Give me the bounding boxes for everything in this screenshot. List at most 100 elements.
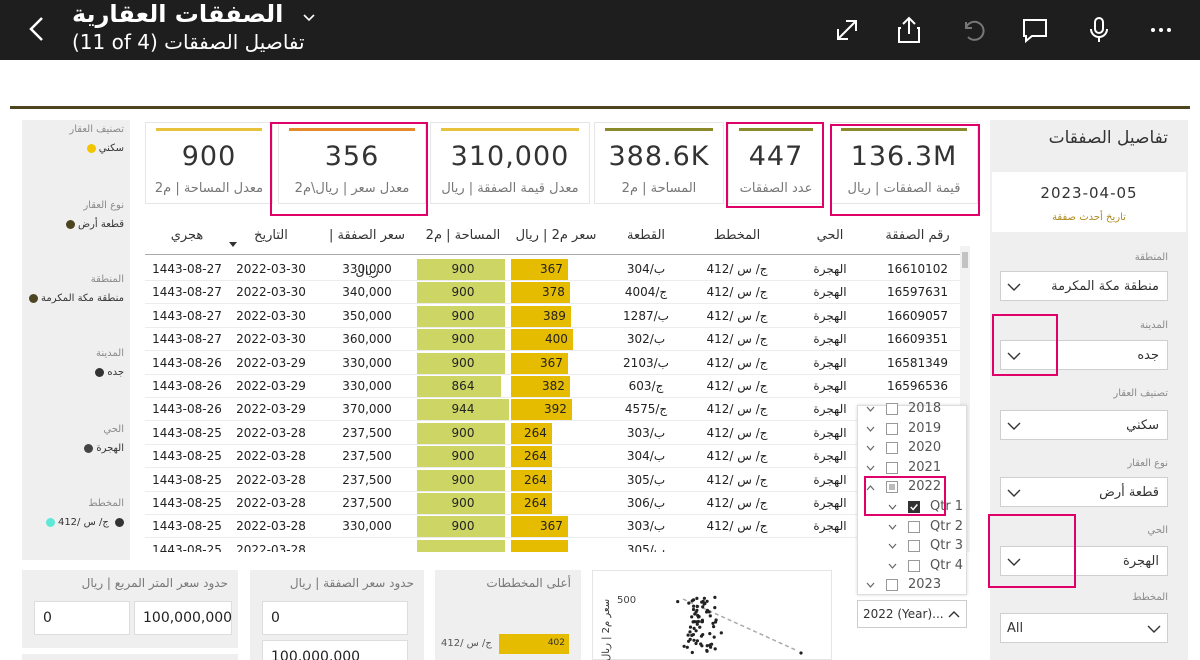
report-title[interactable]: الصفقات العقارية	[72, 0, 316, 30]
cell-area: 864	[417, 375, 509, 398]
checkbox[interactable]	[886, 579, 898, 592]
col-header-sqm-price[interactable]: سعر م2 | ريال	[515, 228, 597, 243]
year-filter-item[interactable]: Qtr 4	[858, 557, 968, 577]
year-filter-item[interactable]: 2020	[858, 439, 968, 459]
year-filter-dropdown[interactable]: 2022 (Year)...	[857, 600, 967, 628]
table-row[interactable]: 1443-08-25 2022-03-28 237,500 ب/305 ج/ س /41…	[145, 469, 960, 492]
kpi-total-area[interactable]: 388.6K المساحة | م2	[594, 122, 724, 204]
kpi-value: 388.6K	[608, 141, 710, 172]
scatter-chart: سعر م2 | ريال 500	[592, 570, 832, 660]
col-header-price[interactable]: سعر الصفقة | ريال	[329, 228, 405, 279]
area-value: 900	[451, 472, 475, 487]
checkbox[interactable]	[886, 461, 898, 474]
dropdown-value: 2022 (Year)...	[863, 607, 944, 621]
price-min-input[interactable]: 0	[262, 601, 408, 635]
table-row[interactable]: 1443-08-25 2022-03-28 237,500 ب/306 ج/ س /41…	[145, 492, 960, 515]
checkbox[interactable]	[886, 481, 898, 494]
chevron-down-icon[interactable]	[866, 406, 875, 413]
year-filter-item[interactable]: 2019	[858, 420, 968, 440]
col-header-district[interactable]: الحي	[816, 228, 844, 243]
year-filter-item[interactable]: Qtr 1	[858, 498, 968, 518]
area-value: 900	[451, 449, 475, 464]
col-header-scheme[interactable]: المخطط	[713, 228, 761, 243]
col-header-area[interactable]: المساحة | م2	[425, 228, 501, 243]
table-row[interactable]: 1443-08-27 2022-03-30 340,000 ج/4004 ج/ س /4…	[145, 281, 960, 305]
district-dropdown[interactable]: الهجرة	[1000, 546, 1168, 576]
scatter-plot[interactable]	[593, 571, 833, 660]
chevron-up-icon[interactable]	[866, 484, 875, 491]
city-dropdown[interactable]: جده	[1000, 340, 1168, 370]
chevron-down-icon	[1007, 558, 1021, 566]
chevron-down-icon[interactable]	[866, 445, 875, 452]
year-filter-item[interactable]: 2018	[858, 400, 968, 420]
col-header-date[interactable]: التاريخ	[225, 218, 317, 254]
expand-icon[interactable]	[830, 13, 864, 47]
sqm-max-input[interactable]: 100,000,000	[134, 601, 232, 635]
area-value: 900	[451, 355, 475, 370]
year-filter-item[interactable]: 2023	[858, 576, 968, 596]
col-header-hijri[interactable]: هجري	[170, 228, 204, 243]
col-header-plot[interactable]: القطعة	[626, 228, 666, 243]
kpi-avg-sqm-price[interactable]: 356 معدل سعر | ريال\م2	[278, 122, 426, 204]
kpi-total-deal-value[interactable]: 136.3M قيمة الصفقات | ريال	[830, 122, 978, 204]
cell-hijri: 1443-08-26	[152, 402, 222, 417]
table-row[interactable]: 1443-08-27 2022-03-30 330,000 ب/304 ج/ س /41…	[145, 258, 960, 281]
kpi-avg-area[interactable]: 900 معدل المساحة | م2	[145, 122, 273, 204]
kpi-avg-deal-value[interactable]: 310,000 معدل قيمة الصفقة | ريال	[430, 122, 590, 204]
back-icon[interactable]	[22, 12, 52, 46]
comment-icon[interactable]	[1018, 13, 1052, 47]
chevron-down-icon[interactable]	[888, 504, 897, 511]
chevron-down-icon[interactable]	[888, 563, 897, 570]
table-row[interactable]: 1443-08-26 2022-03-29 370,000 ج/4575 ج/ س /4…	[145, 398, 960, 422]
table-row[interactable]: 1443-08-27 2022-03-30 350,000 ب/1287 ج/ س /4…	[145, 305, 960, 328]
kpi-deal-count[interactable]: 447 عدد الصفقات	[728, 122, 824, 204]
panel-edge	[22, 654, 238, 660]
filter-value: ج/ س /412	[57, 517, 109, 528]
table-row[interactable]: 1443-08-25 2022-03-28 237,500 ب/304 ج/ س /41…	[145, 445, 960, 469]
undo-icon[interactable]	[956, 13, 990, 47]
region-dropdown[interactable]: منطقة مكة المكرمة	[1000, 271, 1168, 301]
table-row[interactable]: 1443-08-25 2022-03-28 ب/305	[145, 539, 960, 552]
checkbox[interactable]	[908, 501, 920, 513]
checkbox[interactable]	[886, 442, 898, 455]
year-filter-item[interactable]: Qtr 2	[858, 518, 968, 538]
cell-district: الهجرة	[813, 379, 847, 393]
chevron-down-icon[interactable]	[866, 465, 875, 472]
scatter-point	[700, 600, 704, 604]
year-filter-item[interactable]: Qtr 3	[858, 537, 968, 557]
sqm-price-bar	[511, 422, 552, 444]
table-row[interactable]: 1443-08-26 2022-03-29 330,000 ج/603 ج/ س /41…	[145, 375, 960, 398]
checkbox[interactable]	[886, 422, 898, 435]
cell-plot: ب/303	[626, 425, 666, 440]
more-icon[interactable]	[1144, 13, 1178, 47]
year-filter-item[interactable]: 2022	[858, 478, 968, 498]
mic-icon[interactable]	[1082, 13, 1116, 47]
chevron-down-icon[interactable]	[888, 524, 897, 531]
chevron-down-icon[interactable]	[888, 543, 897, 550]
table-row[interactable]: 1443-08-25 2022-03-28 237,500 ب/303 ج/ س /41…	[145, 422, 960, 445]
checkbox[interactable]	[886, 403, 898, 415]
chevron-down-icon[interactable]	[302, 1, 316, 29]
legend-dot-icon	[84, 443, 94, 453]
property-type-dropdown[interactable]: قطعة أرض	[1000, 477, 1168, 507]
top-scheme-bar[interactable]: 402	[499, 634, 569, 654]
chevron-down-icon[interactable]	[866, 582, 875, 589]
chevron-down-icon[interactable]	[866, 426, 875, 433]
table-row[interactable]: 1443-08-25 2022-03-28 330,000 ب/303 ج/ س /41…	[145, 515, 960, 539]
scheme-dropdown[interactable]: All	[1000, 613, 1168, 643]
checkbox[interactable]	[908, 520, 920, 533]
table-row[interactable]: 1443-08-26 2022-03-29 330,000 ب/2103 ج/ س /4…	[145, 352, 960, 375]
checkbox[interactable]	[908, 559, 920, 572]
sqm-min-input[interactable]: 0	[34, 601, 130, 635]
share-icon[interactable]	[892, 13, 926, 47]
scrollbar-thumb[interactable]	[962, 252, 968, 268]
table-scrollbar[interactable]	[960, 246, 970, 552]
cell-area	[417, 539, 509, 552]
checkbox[interactable]	[908, 540, 920, 553]
property-class-dropdown[interactable]: سكني	[1000, 410, 1168, 440]
price-max-input[interactable]: 100,000,000	[262, 640, 408, 660]
sqm-price-bar	[511, 352, 568, 374]
year-filter-item[interactable]: 2021	[858, 459, 968, 479]
col-header-deal-no[interactable]: رقم الصفقة	[885, 228, 950, 243]
table-row[interactable]: 1443-08-27 2022-03-30 360,000 ب/302 ج/ س /41…	[145, 328, 960, 352]
